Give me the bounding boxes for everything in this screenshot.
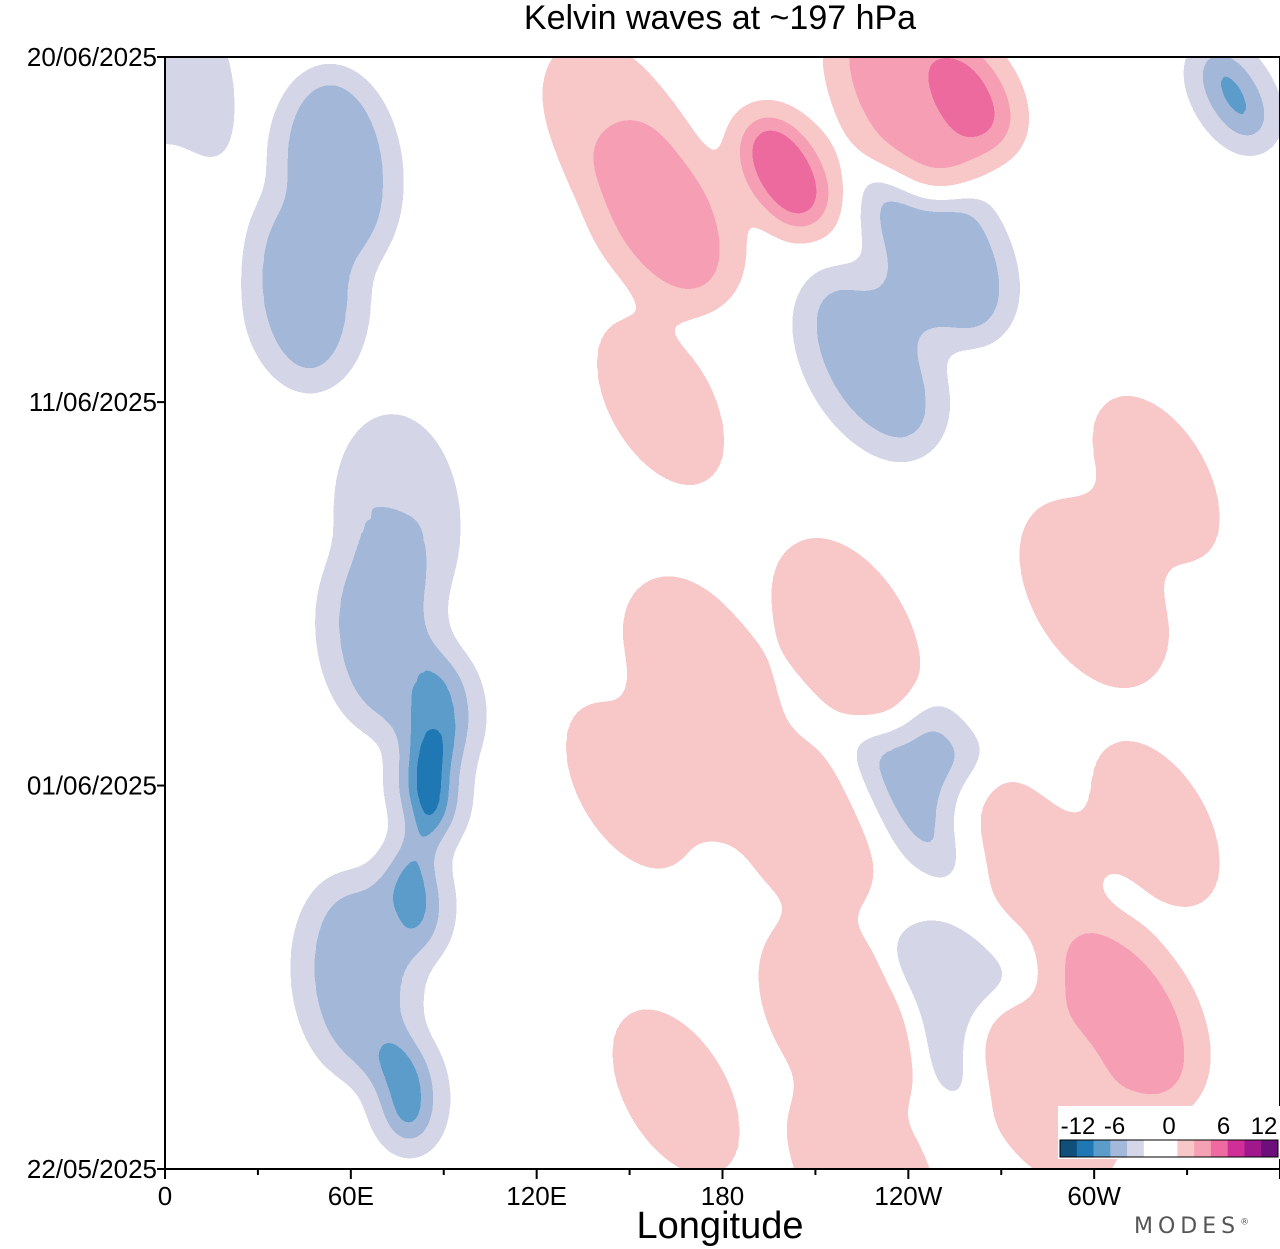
anomaly-blob [926, 57, 1015, 153]
colorbar-tick-label: 12 [1251, 1113, 1278, 1140]
anomaly-blob [765, 919, 916, 1112]
x-tick-label: 60E [328, 1181, 374, 1211]
colorbar-swatch [1093, 1140, 1111, 1157]
anomaly-blob [796, 267, 947, 460]
contour-bands [165, 57, 1280, 1169]
anomaly-blob [833, 57, 984, 192]
anomaly-blob [585, 306, 736, 499]
y-tick-label: 01/06/2025 [27, 771, 157, 801]
colorbar-frame [1059, 1139, 1279, 1158]
anomaly-blob [165, 143, 234, 354]
colorbar-swatch [1076, 1140, 1094, 1157]
anomaly-blob [371, 1029, 443, 1156]
anomaly-blob [294, 872, 420, 1083]
brand-text: MODES [1134, 1214, 1241, 1239]
anomaly-blob [1019, 497, 1170, 690]
x-axis: 0 60E 120E 180 120W 60W [158, 1169, 1280, 1211]
anomaly-blob [1081, 727, 1231, 920]
colorbar-tick-label: -12 [1061, 1113, 1096, 1140]
x-tick-label: 60W [1067, 1181, 1121, 1211]
colorbar-swatch [1261, 1140, 1279, 1157]
anomaly-blob [165, 57, 234, 201]
x-tick-label: 120W [874, 1181, 942, 1211]
plot-area [165, 57, 1280, 1169]
anomaly-blob [740, 114, 829, 230]
y-tick-label: 22/05/2025 [27, 1154, 157, 1184]
colorbar-swatch [1177, 1140, 1195, 1157]
x-tick-label: 120E [506, 1181, 567, 1211]
anomaly-blob [392, 722, 464, 849]
colorbar-tick-label: -6 [1104, 1113, 1125, 1140]
colorbar-tick-label: 6 [1217, 1113, 1230, 1140]
anomaly-blob [242, 182, 367, 392]
colorbar-swatch [1127, 1140, 1145, 1157]
colorbar-swatch [1244, 1140, 1262, 1157]
anomaly-blob [554, 689, 705, 882]
anomaly-blob [864, 152, 1015, 345]
y-tick-label: 20/06/2025 [27, 42, 157, 72]
anomaly-blobs [165, 57, 1280, 1169]
y-tick-label: 11/06/2025 [29, 387, 157, 417]
brand-mark: ® [1240, 1217, 1250, 1228]
modes-logo: MODES® [1134, 1214, 1249, 1239]
anomaly-blob [585, 114, 736, 307]
colorbar-swatch [1060, 1140, 1078, 1157]
anomaly-blob [601, 996, 751, 1169]
colorbar-swatch [1227, 1140, 1245, 1157]
colorbar-swatch [1194, 1140, 1212, 1157]
colorbar-tick-label: 0 [1162, 1113, 1175, 1140]
colorbar-swatch [1110, 1140, 1128, 1157]
colorbar-swatch [1143, 1140, 1161, 1157]
colorbar: -12 -6 0 6 12 [1058, 1106, 1280, 1159]
anomaly-blob [725, 727, 875, 920]
x-axis-label: Longitude [637, 1205, 804, 1247]
y-axis: 22/05/2025 01/06/2025 11/06/2025 20/06/2025 [27, 42, 165, 1184]
colorbar-swatch [1160, 1140, 1178, 1157]
colorbar-swatch [1210, 1140, 1228, 1157]
anomaly-blob [1189, 57, 1278, 153]
x-tick-label: 0 [158, 1181, 172, 1211]
anomaly-field [165, 57, 1280, 1169]
chart-title: Kelvin waves at ~197 hPa [524, 0, 916, 37]
anomaly-blob [771, 536, 922, 729]
x-tick-label: 180 [701, 1181, 744, 1211]
anomaly-blob [957, 766, 1108, 959]
